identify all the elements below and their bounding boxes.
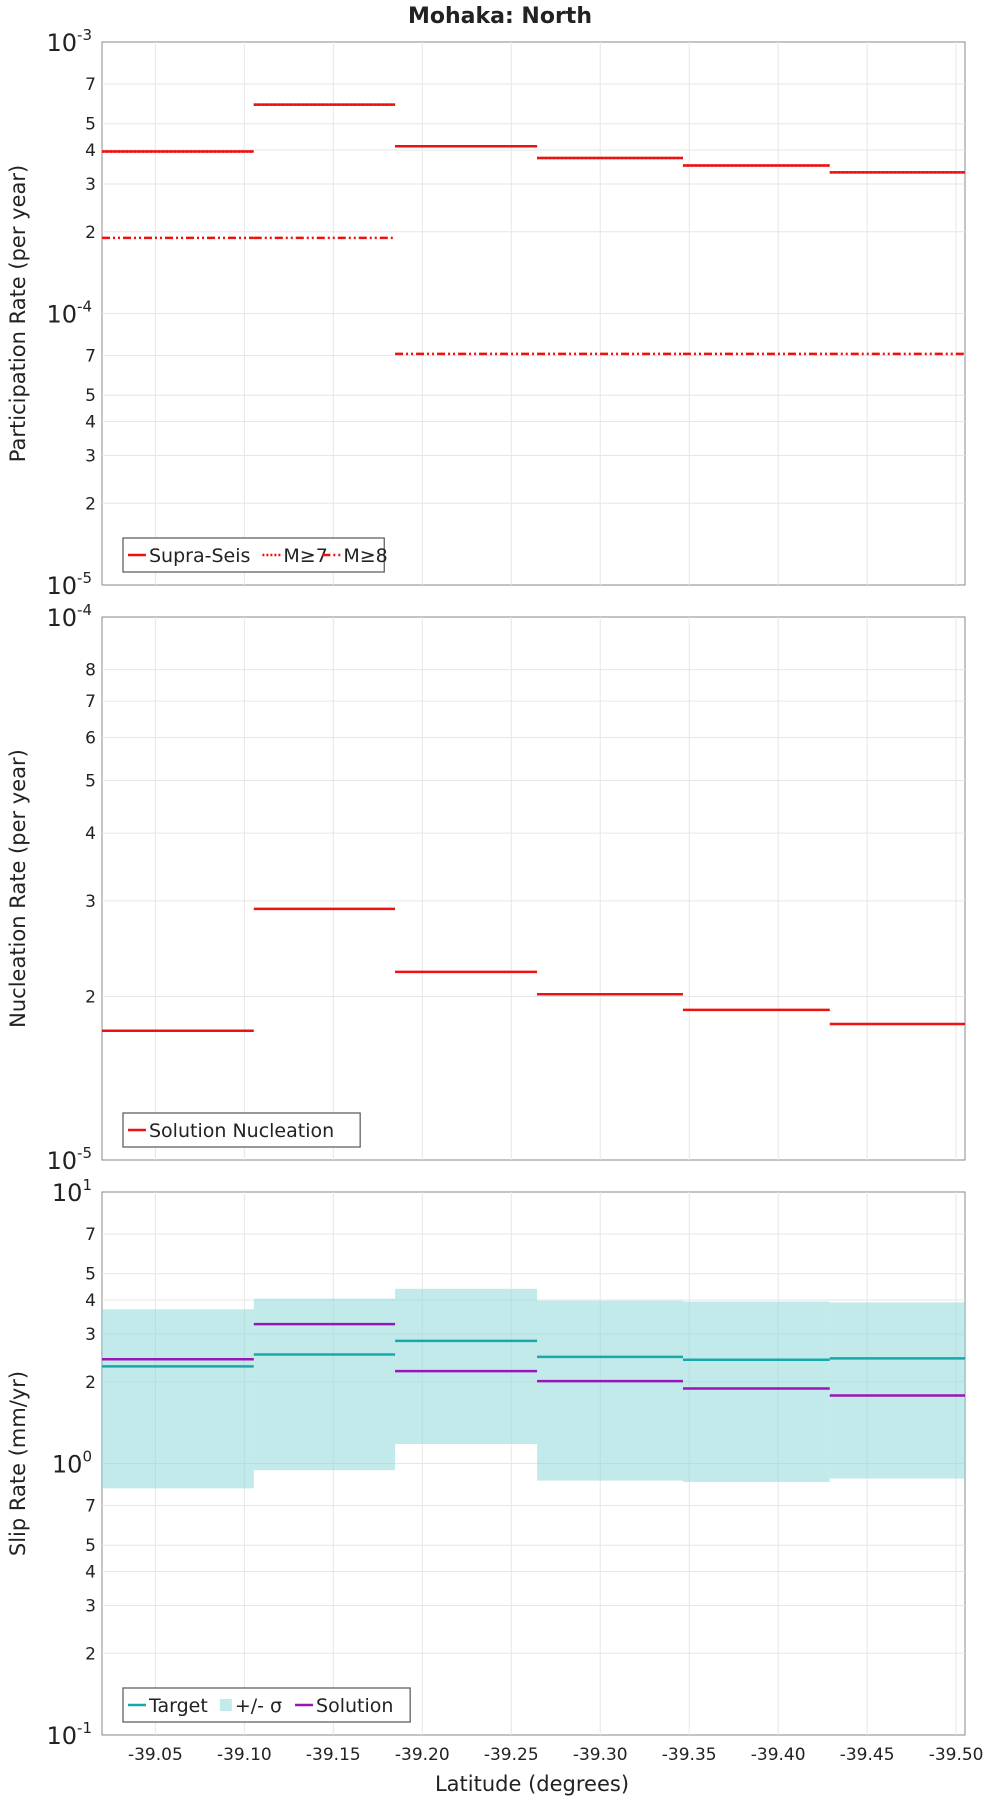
y-major-tick-label: 100 — [52, 1448, 92, 1479]
y-tick-label: 8 — [85, 661, 96, 681]
nucleation-y-axis-label: Nucleation Rate (per year) — [6, 749, 30, 1028]
y-tick-label: 2 — [85, 1644, 96, 1664]
tick-base: 10 — [46, 604, 77, 632]
tick-base: 10 — [46, 572, 77, 600]
y-tick-label: 5 — [85, 115, 96, 135]
x-tick-label: -39.30 — [573, 1745, 628, 1765]
band-segment — [102, 1309, 254, 1489]
x-tick-labels: -39.05 -39.10 -39.15 -39.20 -39.25 -39.30 -39.… — [128, 1745, 984, 1765]
legend-label: M≥8 — [343, 545, 387, 567]
y-tick-label: 4 — [85, 824, 96, 844]
legend-frame — [122, 1112, 361, 1148]
y-tick-label: 2 — [85, 988, 96, 1008]
slip-legend: Target +/- σ Solution — [122, 1687, 411, 1723]
y-tick-label: 3 — [85, 1325, 96, 1345]
tick-exponent: -5 — [77, 1144, 92, 1162]
legend-label: Supra-Seis — [149, 545, 250, 567]
x-tick-label: -39.05 — [128, 1745, 183, 1765]
y-tick-label: 7 — [85, 692, 96, 712]
tick-base: 10 — [46, 1147, 77, 1175]
tick-exponent: 0 — [82, 1448, 92, 1466]
x-tick-label: -39.40 — [751, 1745, 806, 1765]
y-major-tick-label: 10-1 — [46, 1719, 92, 1750]
y-tick-label: 3 — [85, 446, 96, 466]
y-tick-label: 3 — [85, 1596, 96, 1616]
tick-exponent: -4 — [77, 298, 92, 316]
y-tick-label: 7 — [85, 347, 96, 367]
y-tick-label: 2 — [85, 494, 96, 514]
legend-label: Solution — [316, 1695, 393, 1717]
x-tick-label: -39.35 — [662, 1745, 717, 1765]
legend-label: Solution Nucleation — [149, 1120, 334, 1142]
tick-exponent: -1 — [77, 1719, 92, 1737]
x-tick-label: -39.20 — [395, 1745, 450, 1765]
y-tick-label: 7 — [85, 75, 96, 95]
y-tick-label: 4 — [85, 1563, 96, 1583]
y-tick-label: 7 — [85, 1497, 96, 1517]
x-axis-label: Latitude (degrees) — [435, 1772, 629, 1796]
y-tick-label: 5 — [85, 1265, 96, 1285]
legend-swatch — [219, 1699, 232, 1711]
x-tick-label: -39.15 — [306, 1745, 361, 1765]
slip-y-axis-label: Slip Rate (mm/yr) — [6, 1371, 30, 1556]
participation-legend: Supra-Seis M≥7 M≥8 — [122, 537, 388, 573]
legend-label: +/- σ — [235, 1695, 282, 1717]
band-segment — [395, 1288, 538, 1444]
tick-exponent: -4 — [77, 601, 92, 619]
y-tick-label: 3 — [85, 175, 96, 195]
tick-base: 10 — [52, 1451, 83, 1479]
tick-base: 10 — [46, 29, 77, 57]
tick-base: 10 — [52, 1179, 83, 1207]
chart-title: Mohaka: North — [408, 4, 592, 29]
nucleation-plot-area — [101, 616, 966, 1161]
tick-exponent: -3 — [77, 26, 92, 44]
y-major-tick-label: 10-5 — [46, 569, 92, 600]
legend-label: Target — [148, 1695, 208, 1717]
y-major-tick-label: 10-5 — [46, 1144, 92, 1175]
y-tick-label: 5 — [85, 1536, 96, 1556]
legend-label: M≥7 — [283, 545, 327, 567]
tick-base: 10 — [46, 301, 77, 329]
y-tick-label: 5 — [85, 771, 96, 791]
y-tick-label: 2 — [85, 223, 96, 243]
band-segment — [829, 1302, 965, 1479]
tick-exponent: 1 — [82, 1176, 92, 1194]
nucleation-legend: Solution Nucleation — [122, 1112, 361, 1148]
y-tick-label: 3 — [85, 892, 96, 912]
legend-frame — [122, 1687, 411, 1723]
x-tick-label: -39.50 — [929, 1745, 984, 1765]
x-tick-label: -39.25 — [484, 1745, 539, 1765]
band-segment — [537, 1300, 683, 1481]
y-tick-label: 4 — [85, 1291, 96, 1311]
y-tick-label: 6 — [85, 728, 96, 748]
band-segment — [682, 1301, 830, 1482]
band-segment — [253, 1298, 396, 1471]
x-tick-label: -39.10 — [217, 1745, 272, 1765]
y-tick-label: 2 — [85, 1373, 96, 1393]
participation-y-axis-label: Participation Rate (per year) — [6, 165, 30, 462]
y-tick-label: 7 — [85, 1225, 96, 1245]
tick-exponent: -5 — [77, 569, 92, 587]
legend-frame — [122, 537, 385, 573]
y-major-tick-label: 101 — [52, 1176, 92, 1207]
tick-base: 10 — [46, 1722, 77, 1750]
x-tick-label: -39.45 — [840, 1745, 895, 1765]
y-tick-label: 5 — [85, 386, 96, 406]
y-major-tick-label: 10-3 — [46, 26, 92, 57]
y-major-tick-label: 10-4 — [46, 601, 92, 632]
y-tick-label: 4 — [85, 141, 96, 161]
y-tick-label: 4 — [85, 413, 96, 433]
y-major-tick-label: 10-4 — [46, 298, 92, 329]
